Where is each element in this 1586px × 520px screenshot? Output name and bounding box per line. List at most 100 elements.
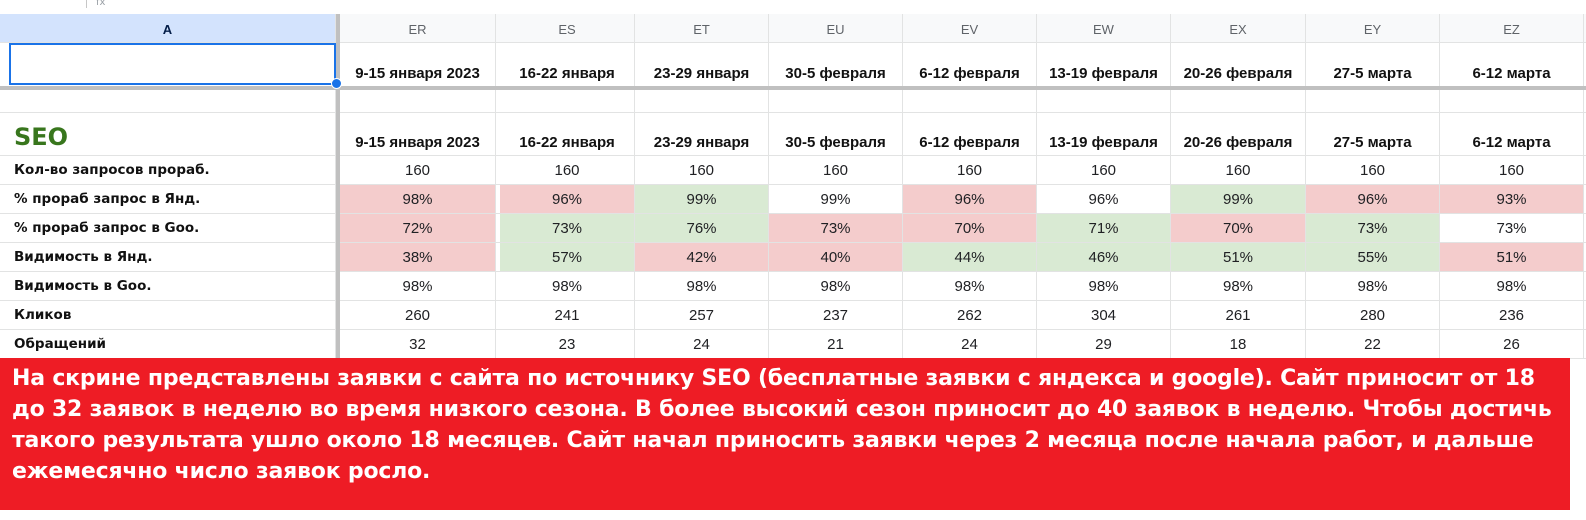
metric-value[interactable]: 32 (340, 330, 496, 358)
metric-value[interactable]: 24 (635, 330, 769, 358)
column-header-eu[interactable]: EU (769, 14, 903, 42)
metric-value[interactable]: 22 (1306, 330, 1440, 358)
metric-value[interactable]: 160 (903, 156, 1037, 184)
empty-cell[interactable] (1306, 87, 1440, 112)
week-header[interactable]: 9-15 января 2023 (340, 43, 496, 86)
week-header[interactable]: 6-12 февраля (903, 43, 1037, 86)
empty-cell[interactable] (1037, 87, 1171, 112)
column-header-ew[interactable]: EW (1037, 14, 1171, 42)
metric-label[interactable]: Кликов (0, 301, 336, 329)
week-label[interactable]: 27-5 марта (1306, 113, 1440, 155)
column-header-er[interactable]: ER (340, 14, 496, 42)
metric-value[interactable]: 160 (1037, 156, 1171, 184)
metric-value[interactable]: 99% (1171, 185, 1306, 213)
metric-value[interactable]: 160 (1306, 156, 1440, 184)
metric-value[interactable]: 44% (903, 243, 1037, 271)
metric-value[interactable]: 40% (769, 243, 903, 271)
metric-value[interactable]: 98% (1171, 272, 1306, 300)
fx-icon[interactable]: fx (96, 0, 106, 8)
metric-value[interactable]: 73% (769, 214, 903, 242)
empty-cell[interactable] (1440, 87, 1584, 112)
empty-cell[interactable] (340, 87, 496, 112)
column-header-ey[interactable]: EY (1306, 14, 1440, 42)
metric-label[interactable]: Обращений (0, 330, 336, 358)
metric-value[interactable]: 160 (635, 156, 769, 184)
metric-label[interactable]: Видимость в Goo. (0, 272, 336, 300)
week-label[interactable]: 20-26 февраля (1171, 113, 1306, 155)
week-label[interactable]: 30-5 февраля (769, 113, 903, 155)
metric-value[interactable]: 262 (903, 301, 1037, 329)
metric-value[interactable]: 98% (769, 272, 903, 300)
metric-value[interactable]: 42% (635, 243, 769, 271)
week-header[interactable]: 16-22 января (500, 43, 635, 86)
metric-value[interactable]: 57% (500, 243, 635, 271)
metric-value[interactable]: 99% (769, 185, 903, 213)
empty-cell[interactable] (903, 87, 1037, 112)
metric-value[interactable]: 236 (1440, 301, 1584, 329)
metric-value[interactable]: 304 (1037, 301, 1171, 329)
metric-value[interactable]: 98% (635, 272, 769, 300)
metric-value[interactable]: 98% (500, 272, 635, 300)
metric-value[interactable]: 51% (1171, 243, 1306, 271)
column-header-et[interactable]: ET (635, 14, 769, 42)
metric-label[interactable]: Кол-во запросов прораб. (0, 156, 336, 184)
metric-value[interactable]: 261 (1171, 301, 1306, 329)
metric-value[interactable]: 98% (340, 272, 496, 300)
metric-value[interactable]: 96% (903, 185, 1037, 213)
week-label[interactable]: 6-12 февраля (903, 113, 1037, 155)
frozen-column-divider[interactable] (336, 14, 340, 360)
column-header-ez[interactable]: EZ (1440, 14, 1584, 42)
metric-value[interactable]: 70% (903, 214, 1037, 242)
metric-value[interactable]: 73% (1440, 214, 1584, 242)
week-header[interactable]: 13-19 февраля (1037, 43, 1171, 86)
empty-cell[interactable] (635, 87, 769, 112)
metric-label[interactable]: % прораб запрос в Goo. (0, 214, 336, 242)
metric-value[interactable]: 93% (1440, 185, 1584, 213)
metric-value[interactable]: 24 (903, 330, 1037, 358)
metric-value[interactable]: 257 (635, 301, 769, 329)
empty-cell[interactable] (769, 87, 903, 112)
empty-cell[interactable] (0, 87, 336, 112)
empty-cell[interactable] (500, 87, 635, 112)
fill-handle[interactable] (331, 78, 342, 89)
week-header[interactable]: 6-12 марта (1440, 43, 1584, 86)
metric-value[interactable]: 21 (769, 330, 903, 358)
metric-value[interactable]: 99% (635, 185, 769, 213)
column-header-A[interactable]: A (0, 14, 336, 42)
metric-value[interactable]: 98% (903, 272, 1037, 300)
metric-value[interactable]: 160 (769, 156, 903, 184)
week-header[interactable]: 20-26 февраля (1171, 43, 1306, 86)
metric-value[interactable]: 70% (1171, 214, 1306, 242)
empty-cell[interactable] (1171, 87, 1306, 112)
week-label[interactable]: 6-12 марта (1440, 113, 1584, 155)
metric-value[interactable]: 55% (1306, 243, 1440, 271)
metric-value[interactable]: 71% (1037, 214, 1171, 242)
metric-value[interactable]: 23 (500, 330, 635, 358)
section-title[interactable]: SEO (0, 113, 336, 155)
metric-value[interactable]: 98% (1440, 272, 1584, 300)
week-label[interactable]: 23-29 января (635, 113, 769, 155)
metric-label[interactable]: Видимость в Янд. (0, 243, 336, 271)
metric-value[interactable]: 160 (1440, 156, 1584, 184)
metric-value[interactable]: 73% (500, 214, 635, 242)
metric-value[interactable]: 46% (1037, 243, 1171, 271)
week-label[interactable]: 16-22 января (500, 113, 635, 155)
week-label[interactable]: 13-19 февраля (1037, 113, 1171, 155)
metric-value[interactable]: 18 (1171, 330, 1306, 358)
metric-value[interactable]: 98% (1306, 272, 1440, 300)
metric-value[interactable]: 160 (500, 156, 635, 184)
column-header-ex[interactable]: EX (1171, 14, 1306, 42)
metric-value[interactable]: 241 (500, 301, 635, 329)
column-header-es[interactable]: ES (500, 14, 635, 42)
metric-label[interactable]: % прораб запрос в Янд. (0, 185, 336, 213)
metric-value[interactable]: 280 (1306, 301, 1440, 329)
metric-value[interactable]: 160 (340, 156, 496, 184)
metric-value[interactable]: 98% (340, 185, 496, 213)
metric-value[interactable]: 72% (340, 214, 496, 242)
metric-value[interactable]: 76% (635, 214, 769, 242)
metric-value[interactable]: 96% (1306, 185, 1440, 213)
week-label[interactable]: 9-15 января 2023 (340, 113, 496, 155)
metric-value[interactable]: 73% (1306, 214, 1440, 242)
week-header[interactable]: 23-29 января (635, 43, 769, 86)
metric-value[interactable]: 98% (1037, 272, 1171, 300)
